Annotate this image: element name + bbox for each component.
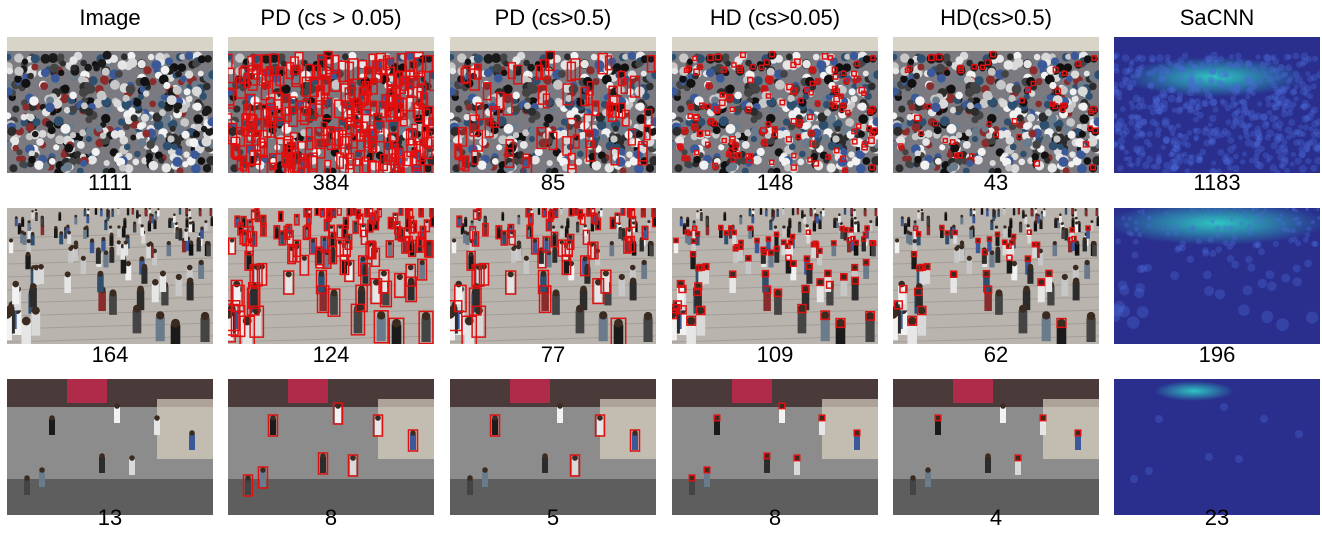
column-header-5: SaCNN bbox=[1114, 3, 1320, 33]
count-label-r0-c3: 148 bbox=[672, 168, 878, 198]
image-r1-c4 bbox=[893, 208, 1099, 344]
crowd-photo bbox=[672, 37, 878, 173]
count-label-r2-c2: 5 bbox=[450, 503, 656, 533]
crowd-photo bbox=[450, 379, 656, 515]
count-label-r0-c2: 85 bbox=[450, 168, 656, 198]
image-r0-c2 bbox=[450, 37, 656, 173]
image-r0-c4 bbox=[893, 37, 1099, 173]
count-label-r2-c4: 4 bbox=[893, 503, 1099, 533]
density-heatmap bbox=[1114, 379, 1320, 515]
image-r0-c0 bbox=[7, 37, 213, 173]
crowd-photo bbox=[672, 379, 878, 515]
count-label-r2-c5: 23 bbox=[1114, 503, 1320, 533]
column-header-0: Image bbox=[7, 3, 213, 33]
count-label-r1-c5: 196 bbox=[1114, 340, 1320, 370]
count-label-r1-c1: 124 bbox=[228, 340, 434, 370]
count-label-r0-c1: 384 bbox=[228, 168, 434, 198]
crowd-photo bbox=[7, 208, 213, 344]
image-r0-c5 bbox=[1114, 37, 1320, 173]
crowd-photo bbox=[893, 379, 1099, 515]
crowd-photo bbox=[672, 208, 878, 344]
crowd-photo bbox=[893, 208, 1099, 344]
image-r2-c2 bbox=[450, 379, 656, 515]
count-label-r0-c4: 43 bbox=[893, 168, 1099, 198]
image-r2-c0 bbox=[7, 379, 213, 515]
density-heatmap bbox=[1114, 37, 1320, 173]
column-header-1: PD (cs > 0.05) bbox=[228, 3, 434, 33]
count-label-r2-c1: 8 bbox=[228, 503, 434, 533]
crowd-photo bbox=[228, 379, 434, 515]
crowd-photo bbox=[893, 37, 1099, 173]
column-header-4: HD(cs>0.5) bbox=[893, 3, 1099, 33]
count-label-r1-c0: 164 bbox=[7, 340, 213, 370]
image-r0-c1 bbox=[228, 37, 434, 173]
count-label-r2-c0: 13 bbox=[7, 503, 213, 533]
crowd-photo bbox=[450, 208, 656, 344]
count-label-r0-c5: 1183 bbox=[1114, 168, 1320, 198]
crowd-photo bbox=[450, 37, 656, 173]
image-r2-c3 bbox=[672, 379, 878, 515]
count-label-r1-c4: 62 bbox=[893, 340, 1099, 370]
crowd-photo bbox=[228, 37, 434, 173]
count-label-r2-c3: 8 bbox=[672, 503, 878, 533]
image-r1-c3 bbox=[672, 208, 878, 344]
column-header-2: PD (cs>0.5) bbox=[450, 3, 656, 33]
crowd-photo bbox=[7, 37, 213, 173]
image-r1-c2 bbox=[450, 208, 656, 344]
image-r1-c5 bbox=[1114, 208, 1320, 344]
image-r2-c5 bbox=[1114, 379, 1320, 515]
image-r1-c0 bbox=[7, 208, 213, 344]
image-r2-c1 bbox=[228, 379, 434, 515]
count-label-r1-c3: 109 bbox=[672, 340, 878, 370]
count-label-r0-c0: 1111 bbox=[7, 168, 213, 198]
column-header-3: HD (cs>0.05) bbox=[672, 3, 878, 33]
density-heatmap bbox=[1114, 208, 1320, 344]
image-r2-c4 bbox=[893, 379, 1099, 515]
crowd-photo bbox=[228, 208, 434, 344]
crowd-photo bbox=[7, 379, 213, 515]
count-label-r1-c2: 77 bbox=[450, 340, 656, 370]
image-r0-c3 bbox=[672, 37, 878, 173]
image-r1-c1 bbox=[228, 208, 434, 344]
